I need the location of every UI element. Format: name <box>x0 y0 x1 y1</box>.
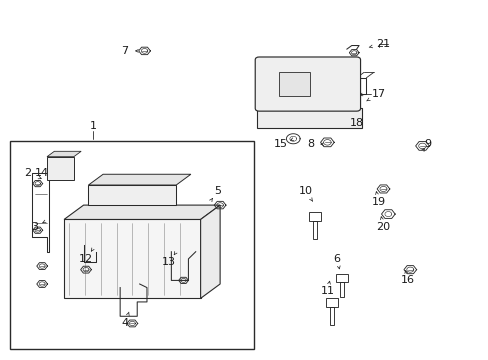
Text: 3: 3 <box>31 222 38 231</box>
Bar <box>339 282 344 297</box>
Polygon shape <box>47 151 81 157</box>
Text: 18: 18 <box>349 118 363 128</box>
Bar <box>329 307 334 325</box>
Bar <box>312 221 317 239</box>
Text: 13: 13 <box>162 257 176 267</box>
Text: 5: 5 <box>214 186 221 196</box>
Bar <box>256 108 361 128</box>
Bar <box>47 157 74 180</box>
Text: 21: 21 <box>376 39 390 49</box>
Text: T: T <box>291 80 296 89</box>
Text: 7: 7 <box>121 46 128 56</box>
Text: 6: 6 <box>333 254 340 264</box>
Text: 10: 10 <box>298 186 312 196</box>
Bar <box>64 220 200 298</box>
Text: 20: 20 <box>376 222 390 231</box>
Text: 19: 19 <box>371 197 385 207</box>
Text: 2: 2 <box>24 168 31 178</box>
Text: 9: 9 <box>423 139 430 149</box>
Polygon shape <box>64 205 220 220</box>
Bar <box>88 185 176 205</box>
Bar <box>325 298 338 307</box>
Text: 11: 11 <box>320 286 334 296</box>
FancyBboxPatch shape <box>255 57 360 111</box>
Bar <box>308 212 321 221</box>
Text: 4: 4 <box>121 319 128 328</box>
Text: 17: 17 <box>371 89 385 99</box>
Bar <box>335 274 347 282</box>
Polygon shape <box>200 205 220 298</box>
Text: 15: 15 <box>273 139 287 149</box>
Text: 14: 14 <box>35 168 49 178</box>
Text: 12: 12 <box>79 254 93 264</box>
Text: 8: 8 <box>306 139 313 149</box>
Polygon shape <box>88 174 190 185</box>
Text: 1: 1 <box>90 121 97 131</box>
Bar <box>10 140 254 348</box>
Bar <box>278 72 310 96</box>
Text: 16: 16 <box>400 275 414 285</box>
